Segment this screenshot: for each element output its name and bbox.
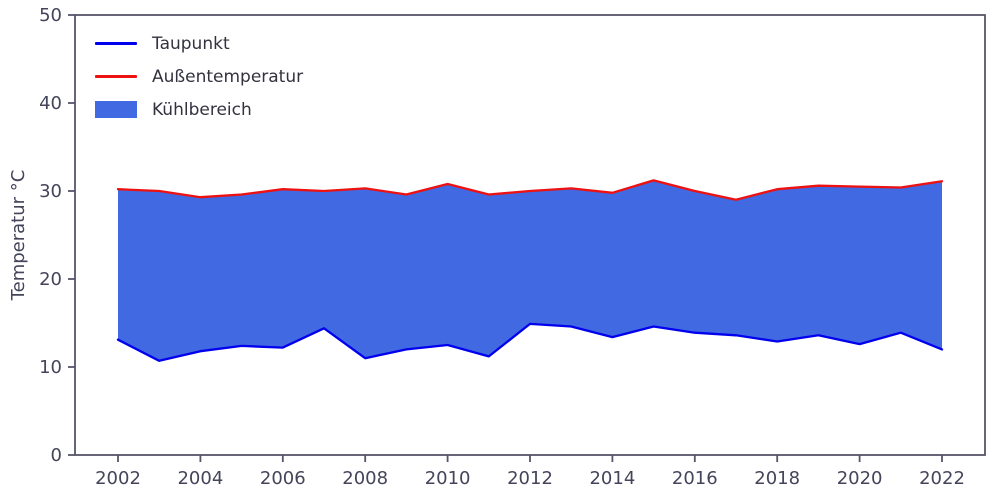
legend-item-kuehlbereich: Kühlbereich: [95, 99, 303, 120]
legend-label-taupunkt: Taupunkt: [152, 33, 230, 54]
legend: Taupunkt Außentemperatur Kühlbereich: [95, 33, 303, 120]
x-tick-label: 2014: [589, 468, 635, 489]
y-tick-label: 20: [39, 269, 62, 290]
x-tick-label: 2010: [425, 468, 471, 489]
legend-item-taupunkt: Taupunkt: [95, 33, 303, 54]
y-tick-label: 10: [39, 357, 62, 378]
legend-item-aussentemperatur: Außentemperatur: [95, 66, 303, 87]
kuehlbereich-area-swatch: [95, 101, 137, 118]
x-tick-label: 2008: [342, 468, 388, 489]
y-tick-label: 30: [39, 181, 62, 202]
taupunkt-line-swatch: [95, 42, 137, 45]
x-tick-label: 2020: [837, 468, 883, 489]
y-tick-label: 50: [39, 5, 62, 26]
aussentemperatur-line-swatch: [95, 75, 137, 78]
x-tick-label: 2018: [754, 468, 800, 489]
y-axis-label: Temperatur °C: [8, 170, 29, 302]
plot-area: 2002 2004 2006 2008 2010 2012 2014 2016 2018 2020…: [39, 5, 986, 489]
cooling-area-fill: [118, 180, 942, 361]
y-tick-label: 0: [51, 445, 62, 466]
x-tick-label: 2012: [507, 468, 553, 489]
legend-label-kuehlbereich: Kühlbereich: [152, 99, 252, 120]
x-tick-label: 2016: [672, 468, 718, 489]
x-tick-label: 2006: [260, 468, 306, 489]
series-line-1: [116, 179, 944, 201]
x-tick-label: 2004: [177, 468, 223, 489]
series-line-0: [116, 322, 944, 362]
legend-label-aussentemperatur: Außentemperatur: [152, 66, 304, 87]
y-tick-label: 40: [39, 93, 62, 114]
x-tick-label: 2022: [919, 468, 965, 489]
x-tick-label: 2002: [95, 468, 141, 489]
